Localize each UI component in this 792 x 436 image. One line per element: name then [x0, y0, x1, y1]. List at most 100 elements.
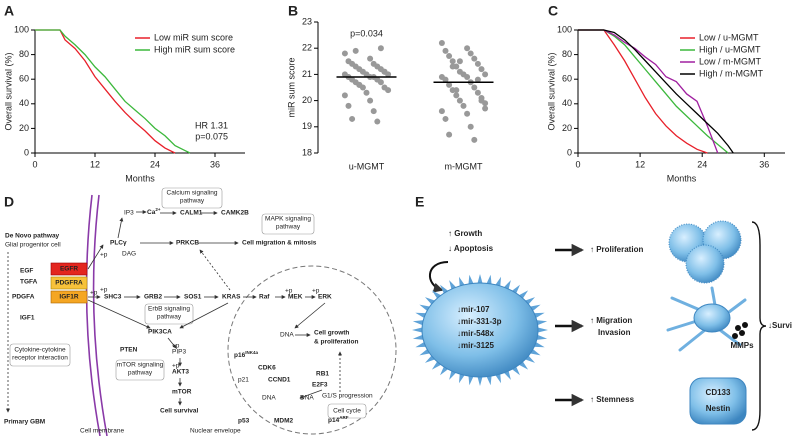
pathway-label: SOS1	[184, 294, 202, 301]
pathway-label: ERK	[318, 294, 332, 301]
data-point	[482, 71, 489, 78]
data-point	[345, 102, 352, 109]
legend-label: High / m-MGMT	[699, 68, 764, 78]
data-point	[352, 47, 359, 54]
pathway-name: pathway	[276, 224, 301, 231]
x-tick-label: 36	[210, 159, 220, 169]
arrow	[87, 244, 104, 270]
phospho-label: +p	[90, 290, 98, 297]
data-point	[474, 60, 481, 67]
pathway-label: D	[4, 194, 14, 210]
x-tick-label: 0	[32, 159, 37, 169]
pathway-label: PRKCB	[176, 240, 199, 247]
feedback-arrow	[429, 261, 449, 293]
label-base: p14	[328, 417, 340, 424]
pathway-name: ErbB signaling	[148, 306, 190, 313]
y-tick-label: 20	[562, 123, 572, 133]
pathway-label: Ca2+	[147, 207, 161, 216]
legend-label: High miR sum score	[154, 44, 235, 54]
nuclear-envelope	[227, 265, 397, 435]
igf1r-box	[50, 290, 88, 304]
pathway-label: PIK3CA	[148, 329, 172, 336]
survival-curve	[35, 29, 176, 154]
data-point	[341, 50, 348, 57]
survival-curve	[35, 29, 191, 154]
data-point	[377, 45, 384, 52]
pathway-label: IGF1	[20, 315, 35, 322]
y-tick-label: 80	[19, 49, 29, 59]
pathway-label: p14ARF	[328, 415, 349, 424]
phospho-label: +p	[172, 343, 180, 350]
phospho-label: +p	[100, 252, 108, 259]
y-tick-label: 19	[302, 121, 312, 131]
y-tick-label: 21	[302, 69, 312, 79]
pathway-name: pathway	[128, 370, 153, 377]
mirna: ↓mir-3125	[457, 341, 494, 350]
y-tick-label: 60	[19, 74, 29, 84]
pathway-label: AKT3	[172, 369, 189, 376]
x-tick-label: 24	[697, 159, 707, 169]
pathway-name: MAPK signaling	[265, 216, 311, 223]
pathway-label: Cell membrane	[80, 428, 124, 435]
label: ↑ Growth	[448, 229, 482, 238]
data-point	[349, 115, 356, 122]
y-tick-label: 40	[19, 98, 29, 108]
phospho-label: +p	[100, 287, 108, 294]
stem-cell	[689, 377, 747, 425]
data-point	[456, 97, 463, 104]
legend-label: Low / u-MGMT	[699, 32, 759, 42]
pathway-label: IGF1R	[59, 294, 78, 301]
panel-label: C	[548, 3, 558, 19]
data-point	[478, 97, 485, 104]
annotation: p=0.034	[350, 28, 383, 38]
label: MMPs	[730, 341, 754, 350]
x-tick-label: m-MGMT	[445, 161, 483, 171]
panel-label: B	[288, 3, 298, 19]
data-point	[464, 110, 471, 117]
data-point	[377, 79, 384, 86]
pathway-label: MDM2	[274, 418, 294, 425]
x-axis-label: Months	[667, 173, 697, 183]
data-point	[453, 87, 460, 94]
data-point	[464, 74, 471, 81]
pathway-label: EGF	[20, 268, 33, 275]
pathway-label: RB1	[316, 371, 329, 378]
y-tick-label: 100	[14, 24, 29, 34]
pathway-label: mTOR	[172, 389, 192, 396]
spike	[412, 327, 424, 333]
egfr-box	[50, 262, 88, 276]
pathway-label: Nuclear envelope	[190, 428, 241, 435]
data-point	[471, 136, 478, 143]
legend-label: High / u-MGMT	[699, 44, 761, 54]
arrow	[117, 217, 124, 239]
survival-curve	[578, 29, 719, 154]
cell-membrane	[92, 194, 108, 436]
x-tick-label: 0	[575, 159, 580, 169]
y-tick-label: 22	[302, 43, 312, 53]
pathway-box	[144, 303, 194, 325]
spike	[477, 274, 483, 285]
pathway-label: PDGFA	[12, 294, 35, 301]
data-point	[453, 92, 460, 99]
data-point	[367, 55, 374, 62]
data-point	[478, 66, 485, 73]
pathway-label: De Novo pathway	[5, 233, 60, 240]
pathway-label: TGFA	[20, 279, 38, 286]
pathway-label: p53	[238, 418, 250, 425]
data-point	[442, 47, 449, 54]
label: ↑ Stemness	[590, 395, 635, 404]
survival-curve	[578, 29, 729, 154]
pathway-name: mTOR signaling	[117, 362, 164, 369]
data-point	[442, 115, 449, 122]
label: ↓ Apoptosis	[448, 244, 494, 253]
pathway-label: CALM1	[180, 210, 203, 217]
pathway-box	[327, 403, 367, 419]
label-sup: 2+	[155, 207, 161, 212]
pathway-label: Primary GBM	[4, 419, 45, 426]
pathway-label: p21	[238, 377, 249, 384]
data-point	[438, 108, 445, 115]
survival-curve	[578, 29, 708, 154]
x-tick-label: 12	[635, 159, 645, 169]
mirna: ↓mir-107	[457, 305, 490, 314]
data-point	[356, 81, 363, 88]
